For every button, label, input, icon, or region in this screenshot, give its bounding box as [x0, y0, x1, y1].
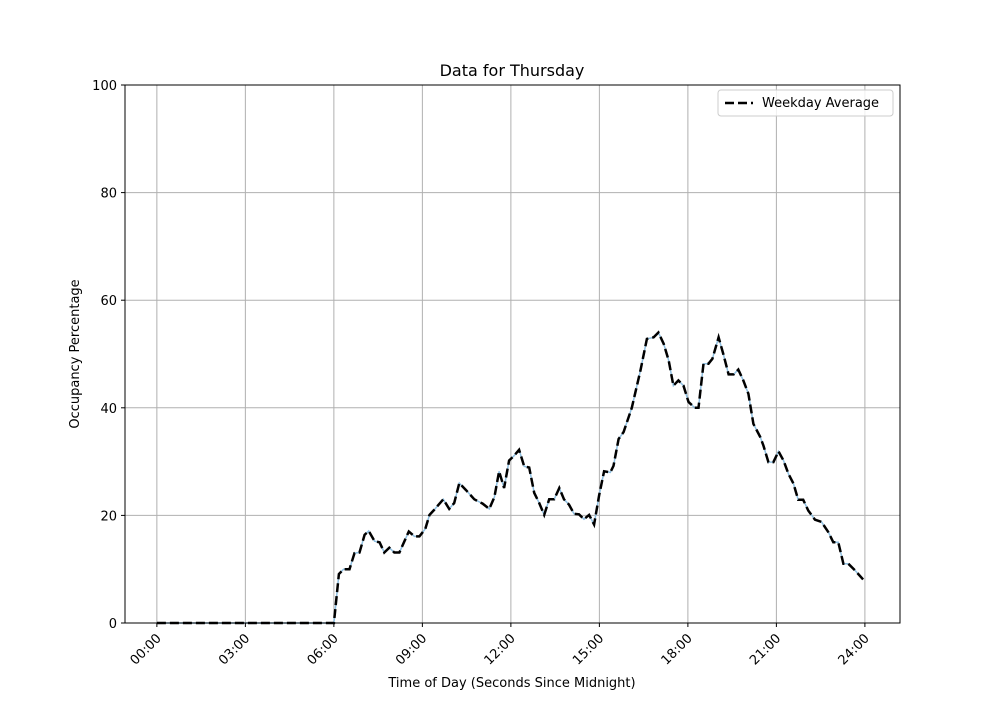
series-line-weekday-average — [156, 330, 865, 625]
legend-label-weekday-average: Weekday Average — [762, 96, 879, 111]
x-tick-label: 21:00 — [747, 631, 784, 668]
series-line-thursday — [156, 331, 864, 624]
ticks: 00:00 03:00 06:00 09:00 12:00 15:00 18:00 21:00… — [92, 79, 873, 668]
y-tick-label: 0 — [109, 617, 117, 632]
y-tick-label: 80 — [100, 187, 117, 202]
x-axis-label: Time of Day (Seconds Since Midnight) — [387, 676, 635, 691]
plot-lines — [156, 330, 865, 625]
x-tick-label: 15:00 — [570, 631, 607, 668]
legend-box — [717, 89, 894, 117]
x-tick-label: 06:00 — [305, 631, 342, 668]
x-tick-label: 00:00 — [128, 631, 165, 668]
y-tick-label: 20 — [100, 509, 117, 524]
grid — [125, 84, 900, 624]
y-tick-label: 100 — [92, 79, 117, 94]
plot-frame — [124, 84, 901, 624]
y-tick-label: 40 — [100, 402, 117, 417]
x-tick-label: 18:00 — [659, 631, 696, 668]
x-tick-label: 03:00 — [216, 631, 253, 668]
x-tick-label: 24:00 — [836, 631, 873, 668]
chart-title: Data for Thursday — [440, 61, 585, 80]
legend: Weekday Average — [717, 89, 894, 117]
x-tick-label: 09:00 — [393, 631, 430, 668]
x-tick-label: 12:00 — [482, 631, 519, 668]
y-tick-label: 60 — [100, 294, 117, 309]
y-axis-label: Occupancy Percentage — [68, 279, 83, 428]
